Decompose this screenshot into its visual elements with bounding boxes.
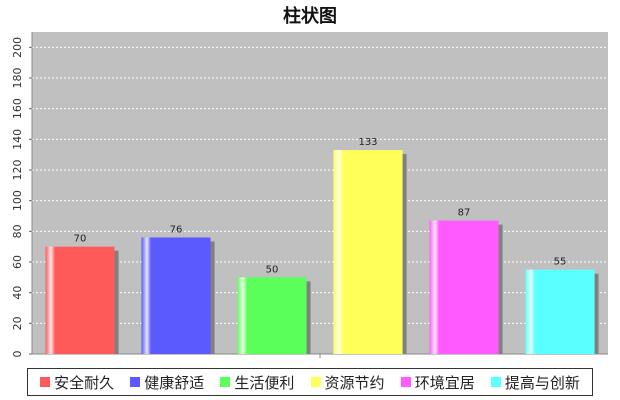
bar-value-label: 76: [170, 224, 183, 235]
y-tick-label: 120: [11, 160, 24, 181]
legend-label: 环境宜居: [414, 373, 475, 392]
chart-legend: 安全耐久 健康舒适 生活便利 资源节约 环境宜居 提高与创新: [27, 368, 593, 396]
bar-3: [237, 277, 307, 354]
y-tick-label: 0: [11, 351, 24, 358]
bar-value-label: 87: [458, 208, 471, 219]
bar-value-label: 70: [74, 234, 87, 245]
legend-label: 资源节约: [324, 373, 385, 392]
legend-item: 提高与创新: [490, 372, 580, 393]
y-tick-label: 20: [11, 316, 24, 330]
legend-label: 提高与创新: [504, 373, 580, 392]
y-tick-label: 200: [11, 37, 24, 58]
legend-item: 资源节约: [310, 372, 385, 393]
bar-4: [333, 150, 403, 354]
legend-label: 生活便利: [234, 373, 295, 392]
y-tick-label: 140: [11, 129, 24, 150]
plot-area: [32, 32, 608, 354]
legend-swatch: [130, 377, 141, 387]
legend-swatch: [310, 377, 321, 387]
legend-item: 生活便利: [220, 372, 294, 393]
bar-6: [525, 269, 595, 354]
y-tick-label: 40: [11, 286, 24, 300]
bar-value-label: 133: [358, 137, 377, 148]
bar-value-label: 50: [266, 264, 279, 275]
bar-1: [45, 246, 115, 354]
y-tick-label: 60: [11, 255, 24, 269]
bar-2: [141, 237, 211, 354]
y-tick-label: 160: [11, 98, 24, 119]
legend-item: 环境宜居: [400, 372, 475, 393]
bar-5: [429, 220, 499, 354]
legend-swatch: [400, 377, 411, 387]
y-tick-label: 80: [11, 224, 24, 238]
legend-item: 健康舒适: [130, 372, 204, 393]
chart-title: 柱状图: [283, 6, 337, 27]
legend-label: 安全耐久: [54, 373, 115, 392]
bar-chart: 0 20 40 60 80 100 120 140 160 180 200 70 76 50 133 87 55: [11, 32, 608, 358]
legend-swatch: [490, 377, 501, 387]
y-tick-label: 180: [11, 68, 24, 89]
legend-label: 健康舒适: [144, 373, 205, 392]
legend-item: 安全耐久: [40, 372, 114, 393]
legend-swatch: [40, 377, 51, 387]
legend-swatch: [220, 377, 231, 387]
y-tick-label: 100: [11, 190, 24, 211]
bar-value-label: 55: [554, 257, 567, 268]
